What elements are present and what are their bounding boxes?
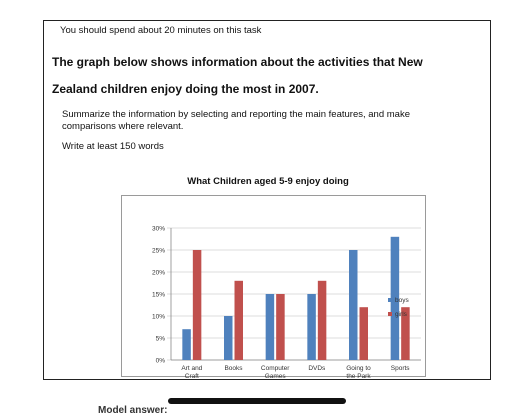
bar-girls [276, 294, 285, 360]
bar-girls [317, 280, 327, 360]
chart-frame: 0% 5% 10% 15% 20% 25% 30% Art and Craft Books Comp… [121, 195, 426, 378]
chart-title: What Children aged 5-9 enjoy doing [187, 176, 349, 187]
legend-swatch-boys [388, 298, 392, 302]
bar-boys [265, 294, 275, 360]
x-tick-label: Going to [346, 365, 371, 372]
bar-boys [182, 329, 191, 360]
y-tick-label: 20% [152, 270, 165, 277]
home-indicator[interactable] [168, 398, 346, 404]
task-heading-line-2: Zealand children enjoy doing the most in… [52, 82, 319, 96]
bar-girls [192, 250, 202, 360]
x-tick-label: Computer [261, 365, 290, 372]
y-tick-label: 5% [156, 336, 166, 343]
bar-girls [359, 307, 368, 360]
x-tick-label: the Park [346, 373, 371, 378]
bar-boys [349, 250, 358, 360]
bar-girls [401, 307, 410, 360]
legend-swatch-girls [388, 312, 392, 316]
x-tick-label: Games [265, 373, 287, 378]
bar-boys [224, 316, 233, 360]
task-box: You should spend about 20 minutes on thi… [43, 20, 491, 380]
x-tick-label: Craft [185, 373, 199, 378]
x-tick-label: Sports [391, 365, 411, 372]
task-intro: You should spend about 20 minutes on thi… [60, 25, 262, 36]
task-instruction: Summarize the information by selecting a… [62, 109, 410, 132]
legend-label-boys: boys [395, 297, 409, 304]
legend-label-girls: girls [395, 311, 408, 318]
bar-girls [234, 280, 243, 360]
model-answer-heading: Model answer: [98, 405, 168, 416]
x-tick-label: DVDs [308, 365, 326, 372]
y-tick-label: 15% [152, 292, 165, 299]
bar-boys [390, 236, 400, 360]
y-tick-label: 25% [152, 248, 165, 255]
task-word-count: Write at least 150 words [62, 141, 164, 152]
x-tick-label: Art and [181, 365, 202, 372]
task-heading-line-1: The graph below shows information about … [52, 55, 423, 69]
y-tick-label: 30% [152, 226, 165, 233]
bar-boys [307, 294, 316, 360]
y-tick-label: 10% [152, 314, 165, 321]
y-tick-label: 0% [156, 358, 166, 365]
x-tick-label: Books [224, 365, 243, 372]
